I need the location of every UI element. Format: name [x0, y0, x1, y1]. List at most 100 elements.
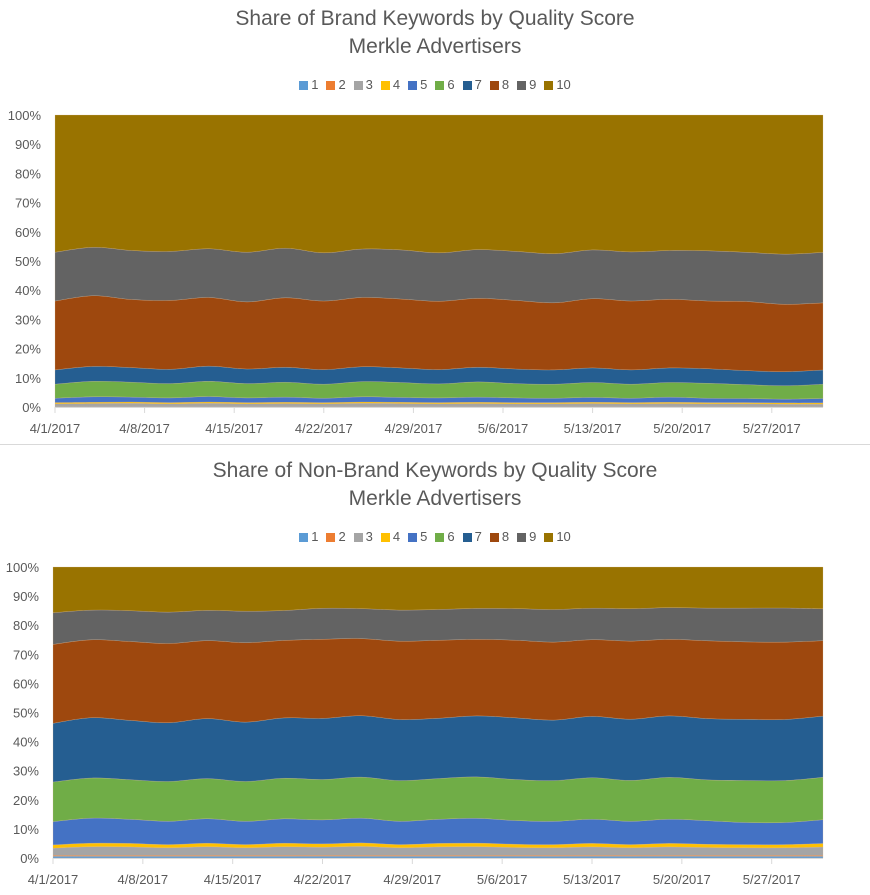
area-series-group	[54, 114, 824, 408]
legend-swatch	[380, 81, 390, 90]
legend-item: 9	[517, 529, 536, 544]
x-tick-label: 5/13/2017	[563, 872, 621, 887]
y-tick-label: 90%	[13, 589, 39, 604]
legend-swatch	[326, 81, 336, 90]
legend-swatch	[517, 533, 527, 542]
plot-area: 0% 10% 20% 30% 40% 50% 60% 70% 80% 90% 100% 4/1/201…	[8, 108, 824, 436]
legend-item: 10	[544, 529, 571, 544]
y-tick-label: 40%	[15, 283, 41, 298]
x-tick-label: 4/1/2017	[30, 421, 81, 436]
y-tick-label: 100%	[8, 108, 42, 123]
legend-label: 9	[529, 529, 537, 544]
legend-item: 3	[353, 77, 373, 92]
chart-divider	[0, 444, 870, 445]
legend-item: 6	[435, 77, 455, 92]
y-tick-label: 80%	[13, 618, 39, 633]
area-series-group	[52, 566, 824, 859]
legend-item: 4	[380, 77, 401, 92]
x-tick-label: 4/29/2017	[383, 872, 441, 887]
legend-swatch	[326, 533, 336, 542]
legend-item: 10	[544, 77, 571, 92]
chart-legend: 1 2 3 4 5 6 7 8 9 10	[0, 77, 870, 92]
y-tick-label: 50%	[15, 254, 41, 269]
legend-swatch	[435, 533, 445, 542]
legend-item: 7	[462, 77, 482, 92]
chart-title: Share of Brand Keywords by Quality Score	[235, 7, 635, 30]
x-tick-label: 4/15/2017	[204, 872, 262, 887]
area-series-8	[52, 638, 824, 724]
legend-item: 4	[380, 529, 400, 544]
legend-label: 5	[420, 77, 428, 92]
area-series-9	[52, 607, 824, 645]
legend-item: 2	[326, 529, 346, 544]
legend-label: 3	[365, 77, 373, 92]
x-tick-label: 4/1/2017	[28, 872, 79, 887]
legend-swatch	[462, 81, 472, 90]
area-series-10	[54, 114, 824, 255]
y-tick-label: 0%	[22, 400, 41, 415]
area-series-8	[54, 295, 824, 372]
legend-item: 6	[435, 529, 455, 544]
chart-subtitle: Merkle Advertisers	[348, 35, 522, 58]
legend-item: 8	[489, 77, 510, 92]
legend-swatch	[408, 533, 418, 542]
y-tick-label: 30%	[13, 764, 39, 779]
legend-label: 10	[556, 77, 571, 92]
chart-subtitle: Merkle Advertisers	[348, 487, 522, 510]
y-tick-label: 80%	[15, 166, 41, 181]
legend-swatch	[353, 533, 363, 542]
legend-item: 1	[299, 529, 318, 544]
y-tick-label: 10%	[13, 822, 39, 837]
brand-keywords-chart: Share of Brand Keywords by Quality Score…	[0, 0, 870, 444]
legend-item: 1	[299, 77, 318, 92]
y-tick-label: 70%	[15, 196, 41, 211]
y-tick-label: 100%	[6, 560, 40, 575]
legend-label: 9	[529, 77, 537, 92]
area-series-10	[52, 566, 824, 613]
legend-swatch	[489, 81, 499, 90]
legend-label: 8	[501, 77, 510, 92]
x-tick-label: 4/8/2017	[118, 872, 169, 887]
plot-area: 0% 10% 20% 30% 40% 50% 60% 70% 80% 90% 100% 4/1/201…	[6, 560, 824, 887]
legend-item: 8	[489, 529, 509, 544]
x-tick-label: 5/6/2017	[477, 872, 528, 887]
legend-swatch	[299, 81, 309, 90]
x-tick-label: 5/27/2017	[743, 872, 801, 887]
legend-label: 10	[556, 529, 571, 544]
legend-label: 7	[474, 529, 482, 544]
non-brand-keywords-chart: Share of Non-Brand Keywords by Quality S…	[0, 446, 870, 895]
x-tick-label: 4/22/2017	[295, 421, 353, 436]
legend-swatch	[462, 533, 472, 542]
legend-label: 2	[338, 77, 346, 92]
legend-label: 7	[474, 77, 482, 92]
legend-swatch	[544, 81, 554, 90]
legend-label: 3	[365, 529, 373, 544]
x-tick-label: 4/29/2017	[384, 421, 442, 436]
legend-item: 5	[408, 77, 427, 92]
y-tick-label: 70%	[13, 647, 39, 662]
x-tick-label: 5/20/2017	[653, 421, 711, 436]
y-tick-label: 30%	[15, 312, 41, 327]
legend-label: 1	[311, 77, 319, 92]
y-tick-label: 0%	[20, 851, 39, 866]
x-tick-label: 5/13/2017	[564, 421, 622, 436]
y-tick-label: 60%	[15, 225, 41, 240]
legend-item: 3	[353, 529, 373, 544]
legend-item: 5	[408, 529, 427, 544]
y-tick-label: 20%	[13, 793, 39, 808]
area-series-9	[54, 247, 824, 305]
legend-swatch	[489, 533, 499, 542]
legend-swatch	[435, 81, 445, 90]
legend-label: 1	[311, 529, 319, 544]
legend-swatch	[544, 533, 554, 542]
legend-swatch	[408, 81, 418, 90]
x-tick-label: 5/20/2017	[653, 872, 711, 887]
legend-label: 2	[338, 529, 346, 544]
legend-label: 6	[447, 77, 455, 92]
x-tick-label: 4/22/2017	[294, 872, 352, 887]
x-tick-label: 4/15/2017	[205, 421, 263, 436]
y-tick-label: 20%	[15, 342, 41, 357]
legend-item: 9	[517, 77, 536, 92]
x-tick-label: 5/6/2017	[478, 421, 529, 436]
legend-label: 4	[392, 77, 401, 92]
